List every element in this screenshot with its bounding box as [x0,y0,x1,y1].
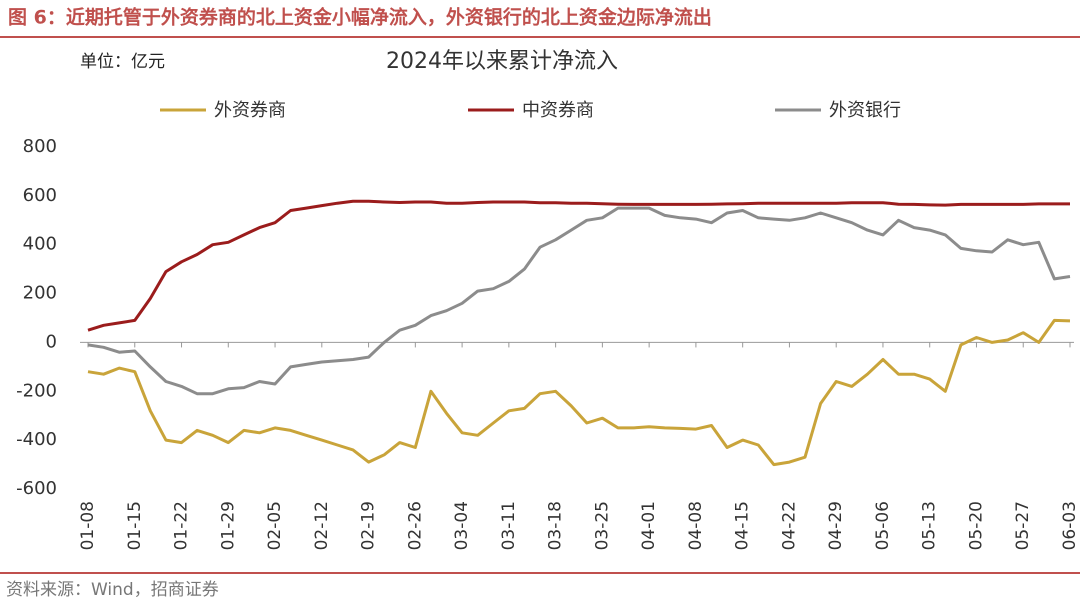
x-tick-label: 05-13 [920,501,940,550]
legend-label: 外资券商 [214,100,286,121]
x-tick-label: 01-29 [218,501,238,550]
series-line [87,199,1070,332]
series-line [87,206,1071,396]
unit-label: 单位：亿元 [80,52,165,72]
x-tick-label: 03-04 [452,501,472,550]
x-tick-label: 04-22 [779,501,799,550]
x-tick-label: 06-03 [1060,501,1080,550]
x-tick-label: 05-27 [1013,501,1033,550]
x-tick-label: 01-22 [172,501,192,550]
x-tick-label: 02-05 [265,501,285,550]
y-tick-label: 800 [23,136,57,157]
x-tick-label: 02-26 [405,501,425,550]
y-tick-label: 400 [23,234,57,255]
y-tick-label: -400 [16,429,57,450]
y-tick-label: 200 [23,283,57,304]
x-tick-label: 05-20 [966,501,986,550]
y-tick-label: -200 [16,380,57,401]
source-note: 资料来源：Wind，招商证券 [6,580,219,600]
x-tick-label: 01-15 [125,501,145,550]
x-tick-label: 02-12 [312,501,332,550]
figure-title: 图 6：近期托管于外资券商的北上资金小幅净流入，外资银行的北上资金边际净流出 [8,6,712,29]
x-tick-label: 03-11 [499,501,519,550]
x-tick-label: 04-08 [686,501,706,550]
x-tick-label: 05-06 [873,501,893,550]
y-tick-label: 0 [46,331,57,352]
legend-label: 外资银行 [829,100,901,121]
x-tick-label: 04-29 [826,501,846,550]
x-tick-label: 03-18 [546,501,566,550]
y-tick-label: -600 [16,478,57,499]
x-tick-label: 03-25 [592,501,612,550]
x-tick-label: 04-01 [639,501,659,550]
x-tick-label: 01-08 [78,501,98,550]
chart-title: 2024年以来累计净流入 [386,49,618,74]
x-tick-label: 04-15 [733,501,753,550]
series-line [87,318,1071,467]
legend-label: 中资券商 [522,100,594,121]
y-tick-label: 600 [23,185,57,206]
x-tick-label: 02-19 [359,501,379,550]
